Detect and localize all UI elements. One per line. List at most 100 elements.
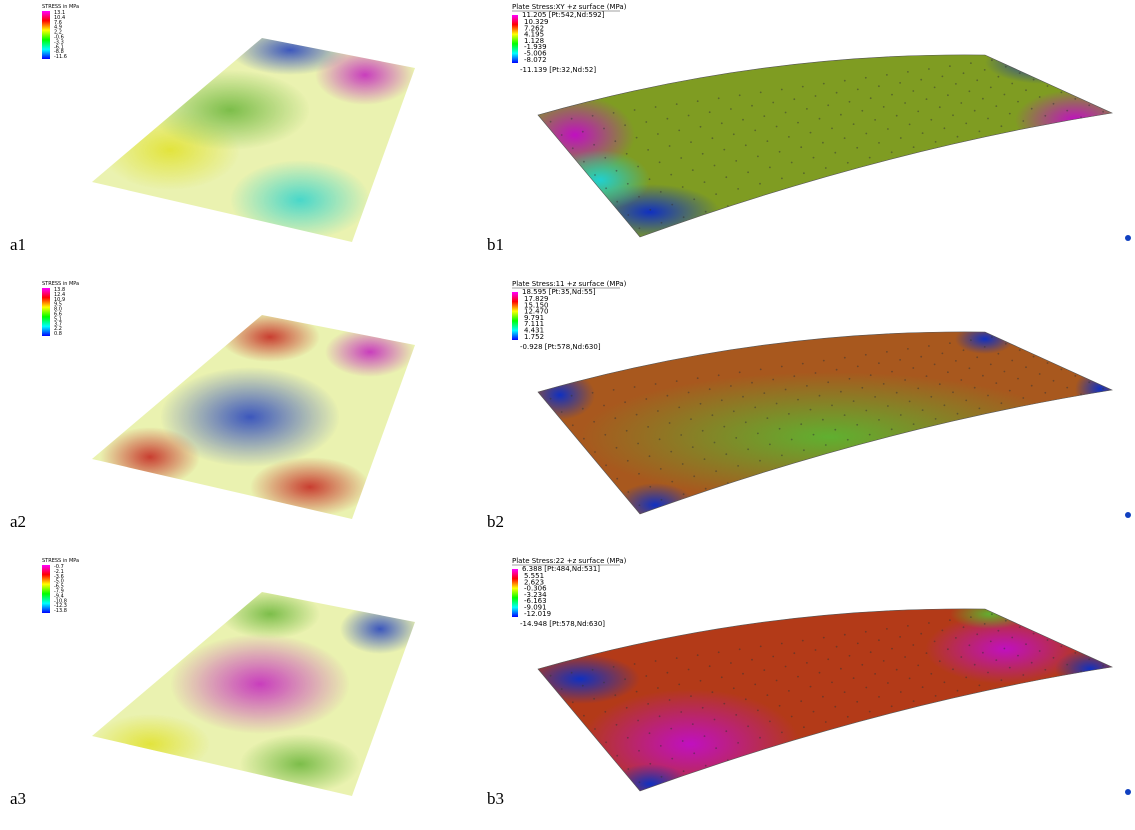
node — [1011, 636, 1014, 639]
node — [571, 147, 574, 150]
node — [635, 690, 638, 693]
legend-value: -6.5 — [54, 584, 64, 590]
node — [934, 418, 937, 420]
node — [647, 149, 649, 151]
node — [775, 679, 778, 682]
node — [907, 71, 909, 73]
node — [1060, 91, 1063, 94]
node — [690, 418, 692, 420]
node — [865, 409, 868, 412]
node — [881, 443, 884, 446]
node — [604, 156, 607, 159]
node — [899, 359, 901, 361]
node — [886, 74, 888, 76]
node — [648, 455, 651, 458]
node — [687, 391, 690, 394]
node — [766, 694, 769, 696]
node — [583, 437, 585, 440]
panel-label: b1 — [487, 235, 504, 254]
legend-max: 6.388 [Pt:484,Nd:531] — [522, 565, 600, 573]
node — [983, 346, 986, 348]
node — [682, 770, 685, 773]
legend-value: 9.5 — [54, 302, 62, 308]
node — [778, 704, 781, 707]
node — [869, 97, 872, 100]
node — [703, 181, 706, 184]
colorbar — [42, 565, 50, 613]
node — [624, 401, 626, 404]
node — [881, 720, 884, 723]
legend-value: -5.0 — [54, 579, 64, 585]
node — [660, 498, 663, 501]
node — [814, 95, 817, 97]
node — [874, 396, 876, 398]
node — [1017, 654, 1019, 657]
stress-zone — [615, 483, 695, 515]
node — [956, 412, 959, 415]
node — [699, 402, 702, 405]
node — [681, 463, 684, 465]
node — [907, 625, 909, 627]
plate-edge — [537, 608, 1114, 792]
node — [549, 674, 552, 677]
node — [806, 662, 808, 664]
node — [616, 200, 619, 203]
node — [699, 679, 702, 682]
legend-value: -3.3 — [54, 39, 64, 45]
node — [648, 178, 651, 181]
node — [874, 673, 876, 675]
node — [908, 123, 911, 126]
node — [947, 371, 949, 374]
node — [769, 720, 771, 723]
node — [917, 664, 920, 667]
node — [781, 454, 783, 457]
node — [615, 169, 618, 172]
panel-label: b2 — [487, 512, 504, 531]
node — [848, 100, 851, 103]
node — [947, 648, 949, 651]
node — [928, 345, 930, 347]
legend-value: -12.019 — [524, 610, 551, 618]
node — [660, 221, 663, 224]
node — [571, 424, 574, 427]
node — [822, 695, 824, 698]
node — [861, 386, 864, 389]
node — [822, 636, 825, 639]
node — [938, 383, 941, 386]
node — [591, 668, 594, 671]
node — [771, 471, 773, 473]
node — [920, 78, 923, 81]
node — [738, 371, 741, 374]
node — [769, 443, 771, 446]
node — [747, 171, 749, 174]
legend-value: 3.7 — [54, 321, 62, 327]
node — [624, 678, 626, 681]
legend-value: 13.1 — [54, 10, 65, 16]
node — [1032, 78, 1035, 81]
node — [995, 105, 998, 107]
node — [612, 666, 615, 668]
legend-value: 8.0 — [54, 307, 62, 313]
node — [1008, 666, 1011, 669]
node — [803, 449, 805, 452]
node — [1022, 120, 1025, 122]
node — [840, 667, 842, 670]
node — [737, 742, 739, 744]
node — [666, 117, 669, 120]
legend-value: -0.7 — [54, 564, 64, 570]
node — [703, 735, 706, 737]
node — [965, 122, 968, 125]
node — [852, 123, 855, 125]
node — [784, 111, 787, 114]
legend-title: STRESS in MPa — [42, 281, 79, 287]
node — [895, 114, 898, 117]
node — [878, 85, 880, 88]
node — [956, 689, 959, 692]
node — [995, 382, 998, 384]
node — [912, 644, 915, 646]
node — [659, 468, 662, 470]
node — [690, 141, 692, 144]
legend-value: 2.2 — [54, 30, 62, 36]
node — [989, 640, 992, 643]
node — [1102, 664, 1104, 667]
